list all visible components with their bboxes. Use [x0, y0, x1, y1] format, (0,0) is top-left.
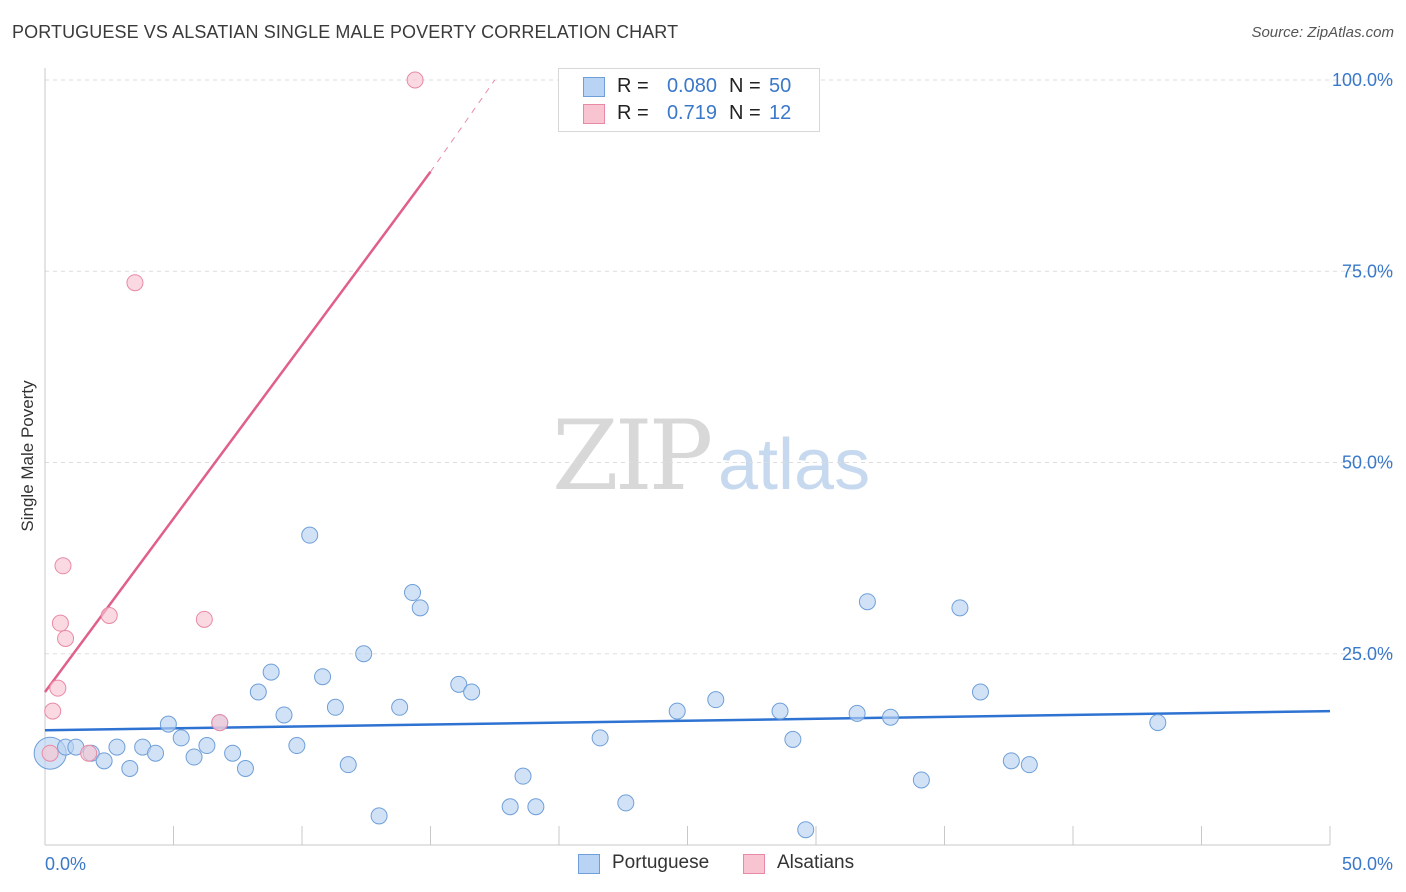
alsatians-n-value: 12	[769, 102, 792, 124]
portuguese-point	[797, 821, 815, 839]
portuguese-point	[339, 756, 357, 774]
alsatians-point	[195, 610, 213, 628]
portuguese-n-label: N =	[729, 75, 761, 97]
data-points	[33, 71, 1167, 839]
bottom-portuguese-label: Portuguese	[612, 852, 710, 873]
alsatians-point	[41, 744, 59, 762]
portuguese-point	[1149, 714, 1167, 732]
portuguese-point	[617, 794, 635, 812]
bottom-alsatians-label: Alsatians	[777, 852, 855, 873]
portuguese-point	[912, 771, 930, 789]
alsatians-point	[406, 71, 424, 89]
alsatians-point	[57, 629, 75, 647]
portuguese-point	[858, 593, 876, 611]
portuguese-point	[159, 715, 177, 733]
portuguese-point	[771, 702, 789, 720]
x-tick-label-min: 0.0%	[45, 854, 86, 874]
alsatians-point	[211, 714, 229, 732]
y-tick-label: 75.0%	[1342, 261, 1393, 281]
portuguese-point	[108, 738, 126, 756]
portuguese-point	[288, 737, 306, 755]
portuguese-point	[784, 730, 802, 748]
portuguese-point	[391, 698, 409, 716]
portuguese-r-label: R =	[617, 75, 649, 97]
portuguese-point	[262, 663, 280, 681]
portuguese-point	[514, 767, 532, 785]
axes	[44, 68, 1331, 846]
alsatians-trend-line	[43, 171, 432, 693]
portuguese-point	[301, 526, 319, 544]
portuguese-point	[121, 760, 139, 777]
portuguese-point	[95, 752, 113, 770]
gridlines	[45, 79, 1395, 655]
portuguese-point	[147, 744, 165, 762]
y-tick-label: 100.0%	[1332, 70, 1393, 90]
alsatians-point	[100, 607, 118, 624]
portuguese-point	[882, 708, 900, 726]
portuguese-point	[951, 599, 969, 617]
portuguese-point	[355, 645, 373, 663]
source-credit: Source: ZipAtlas.com	[1251, 24, 1394, 41]
alsatians-n-label: N =	[729, 102, 761, 124]
portuguese-point	[1002, 752, 1020, 770]
portuguese-point	[463, 683, 481, 701]
portuguese-point	[249, 683, 267, 701]
portuguese-point	[411, 599, 429, 617]
portuguese-point	[450, 675, 468, 693]
portuguese-point	[172, 729, 190, 747]
y-tick-label: 50.0%	[1342, 453, 1393, 473]
portuguese-point	[224, 744, 242, 762]
alsatians-swatch	[583, 104, 605, 124]
portuguese-point	[185, 748, 203, 766]
portuguese-point	[668, 702, 686, 720]
alsatians-r-label: R =	[617, 102, 649, 124]
alsatians-point	[54, 557, 72, 575]
watermark-zip: ZIP	[552, 400, 713, 512]
watermark-atlas: atlas	[718, 425, 871, 505]
portuguese-point	[971, 683, 989, 701]
alsatians-point	[80, 744, 98, 762]
portuguese-trend-line	[44, 709, 1331, 732]
alsatians-point	[126, 274, 144, 292]
portuguese-point	[591, 729, 609, 747]
bottom-alsatians-swatch	[743, 854, 765, 874]
portuguese-point	[275, 706, 293, 724]
tick-labels: 25.0% 50.0% 75.0% 100.0% 0.0% 50.0%	[45, 70, 1393, 874]
correlation-legend: R = 0.080 N = 50 R = 0.719 N = 12	[558, 68, 820, 132]
portuguese-point	[707, 691, 725, 709]
portuguese-point	[501, 798, 519, 816]
alsatians-trend-extension	[430, 79, 496, 173]
bottom-portuguese-swatch	[578, 854, 600, 874]
x-tick-label-max: 50.0%	[1342, 854, 1393, 874]
portuguese-point	[1020, 756, 1038, 774]
portuguese-point	[198, 737, 216, 755]
portuguese-point	[848, 704, 866, 722]
portuguese-swatch	[583, 77, 605, 97]
alsatians-point	[51, 614, 69, 632]
portuguese-point	[404, 584, 422, 602]
portuguese-point	[370, 807, 388, 825]
alsatians-r-value: 0.719	[666, 102, 717, 124]
y-tick-label: 25.0%	[1342, 644, 1393, 664]
alsatians-point	[44, 702, 62, 720]
portuguese-point	[314, 668, 332, 686]
portuguese-r-value: 0.080	[666, 75, 717, 97]
chart-title: PORTUGUESE VS ALSATIAN SINGLE MALE POVER…	[12, 22, 679, 42]
alsatians-point	[49, 679, 67, 697]
portuguese-point	[527, 798, 545, 816]
trend-lines	[43, 79, 1331, 732]
portuguese-n-value: 50	[769, 75, 792, 97]
portuguese-point	[236, 760, 254, 777]
portuguese-point	[326, 698, 344, 716]
